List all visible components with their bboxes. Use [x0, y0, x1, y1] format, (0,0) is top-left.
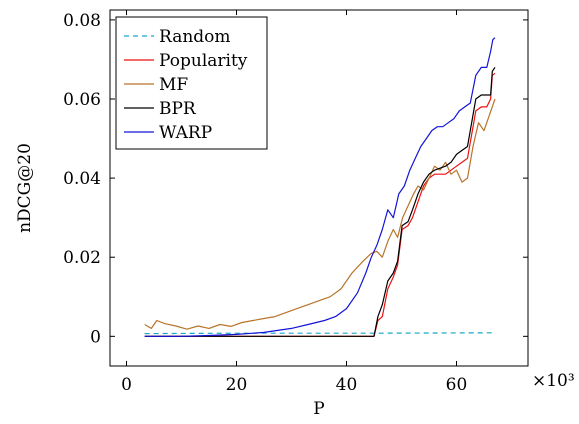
x-tick-label: 60	[446, 375, 468, 395]
x-tick-label: 40	[336, 375, 358, 395]
legend-label: MF	[159, 75, 188, 95]
series-line-random	[144, 332, 496, 335]
series-line-popularity	[144, 72, 496, 337]
series-line-bpr	[144, 67, 496, 337]
x-tick-label: 20	[226, 375, 248, 395]
axes-frame	[109, 9, 529, 367]
x-tick-label: 0	[121, 375, 132, 395]
legend-label: BPR	[159, 99, 197, 119]
y-tick-label: 0	[90, 327, 101, 347]
legend-label: Random	[159, 27, 231, 47]
x-axis-scale-label: ×10³	[532, 371, 575, 391]
y-tick-label: 0.06	[63, 90, 101, 110]
plot-area	[144, 37, 496, 337]
axis-ticks: 0 20 40 60 0 0.02 0.04 0.06 0.08	[63, 10, 528, 395]
legend-label: Popularity	[159, 51, 248, 71]
y-axis-label: nDCG@20	[15, 143, 35, 233]
x-axis-label: P	[313, 399, 324, 419]
legend-box	[115, 16, 268, 150]
y-tick-label: 0.08	[63, 11, 101, 31]
y-tick-label: 0.02	[63, 248, 101, 268]
y-tick-label: 0.04	[63, 169, 101, 189]
legend: Random Popularity MF BPR WARP	[115, 16, 268, 150]
series-line-warp	[144, 37, 496, 337]
legend-label: WARP	[159, 123, 212, 143]
